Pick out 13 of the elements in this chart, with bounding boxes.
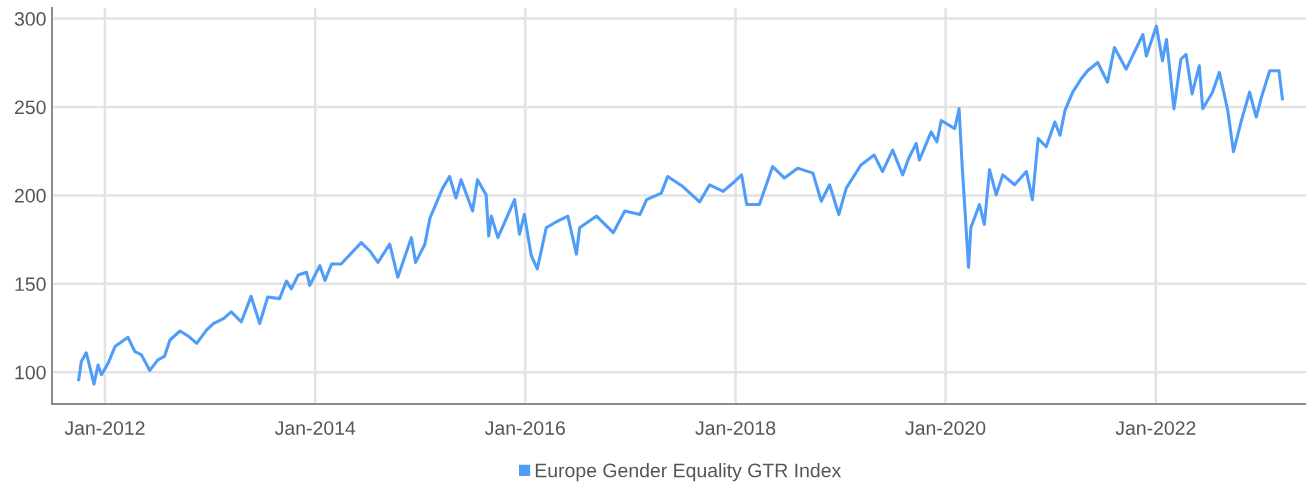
legend-label: Europe Gender Equality GTR Index <box>535 463 842 482</box>
y-tick-label: 150 <box>15 277 46 292</box>
y-tick-label: 300 <box>14 12 46 26</box>
y-tick-label: 250 <box>14 100 46 115</box>
x-tick-label: Jan-2014 <box>274 421 356 435</box>
x-tick-label: Jan-2012 <box>64 421 145 435</box>
y-tick-label: 100 <box>15 365 46 380</box>
y-tick-label: 200 <box>14 188 46 203</box>
line-series <box>77 24 1284 386</box>
x-tick-label: Jan-2016 <box>485 421 565 435</box>
x-tick-label: Jan-2022 <box>1115 421 1196 435</box>
x-tick-label: Jan-2020 <box>905 421 986 435</box>
x-tick-label: Jan-2018 <box>695 421 776 435</box>
